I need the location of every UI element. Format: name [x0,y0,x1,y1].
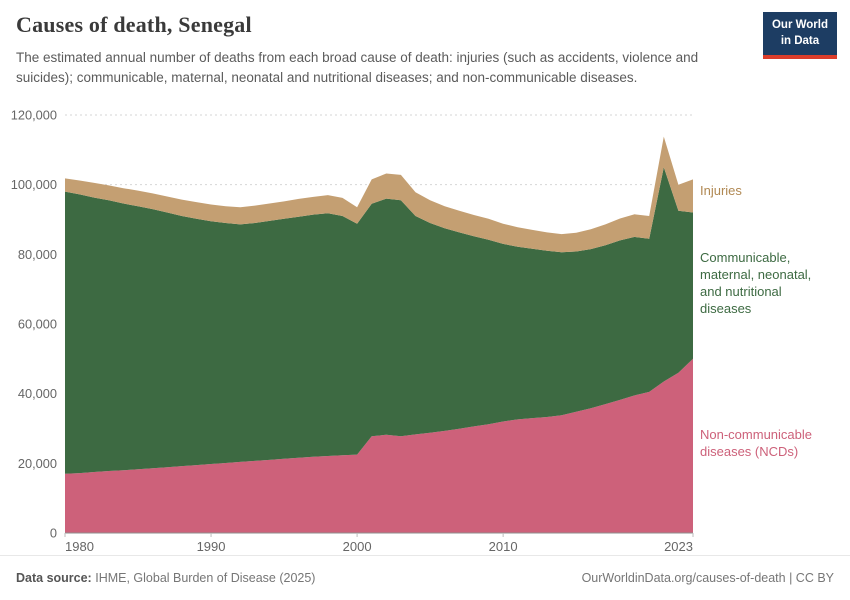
chart-subtitle: The estimated annual number of deaths fr… [16,50,699,86]
area-injuries [65,136,693,253]
y-tick-label: 80,000 [18,247,57,262]
y-tick-label: 100,000 [11,177,57,192]
series-label-communicable: Communicable, maternal, neonatal, and nu… [700,250,812,316]
owid-logo-line1: Our World [771,19,828,31]
y-tick-label: 60,000 [18,317,57,332]
area-non-communicable-diseases-ncds [65,358,693,533]
data-source-label: Data source: [16,571,92,585]
x-tick-label: 1980 [65,539,94,554]
owid-logo-line2: in Data [780,34,820,47]
x-tick-label: 2000 [343,539,372,554]
credit-link[interactable]: OurWorldinData.org/causes-of-death | CC … [581,571,834,585]
series-label-injuries: Injuries [700,183,742,198]
causes-of-death-stacked-area-chart: 0 20,000 40,000 60,000 80,000 100,000 120,000 1… [11,108,694,554]
owid-logo-accent [762,55,837,60]
y-tick-label: 20,000 [18,456,57,471]
x-tick-label: 2010 [489,539,518,554]
x-tick-label: 1990 [197,539,226,554]
y-tick-label: 0 [50,526,57,541]
area-communicable-maternal-neonatal-and-nutritional-diseases [65,167,693,474]
footer: Data source: IHME, Global Burden of Dise… [0,555,850,600]
data-source-text: IHME, Global Burden of Disease (2025) [95,571,316,585]
page-title: Causes of death, Senegal [16,12,252,37]
x-tick-label: 2023 [664,539,693,554]
owid-logo: Our World in Data [762,12,837,60]
series-label-ncd: Non-communicable diseases (NCDs) [700,427,812,459]
y-tick-label: 120,000 [11,108,57,123]
data-source: Data source: IHME, Global Burden of Dise… [16,571,315,585]
y-tick-label: 40,000 [18,386,57,401]
